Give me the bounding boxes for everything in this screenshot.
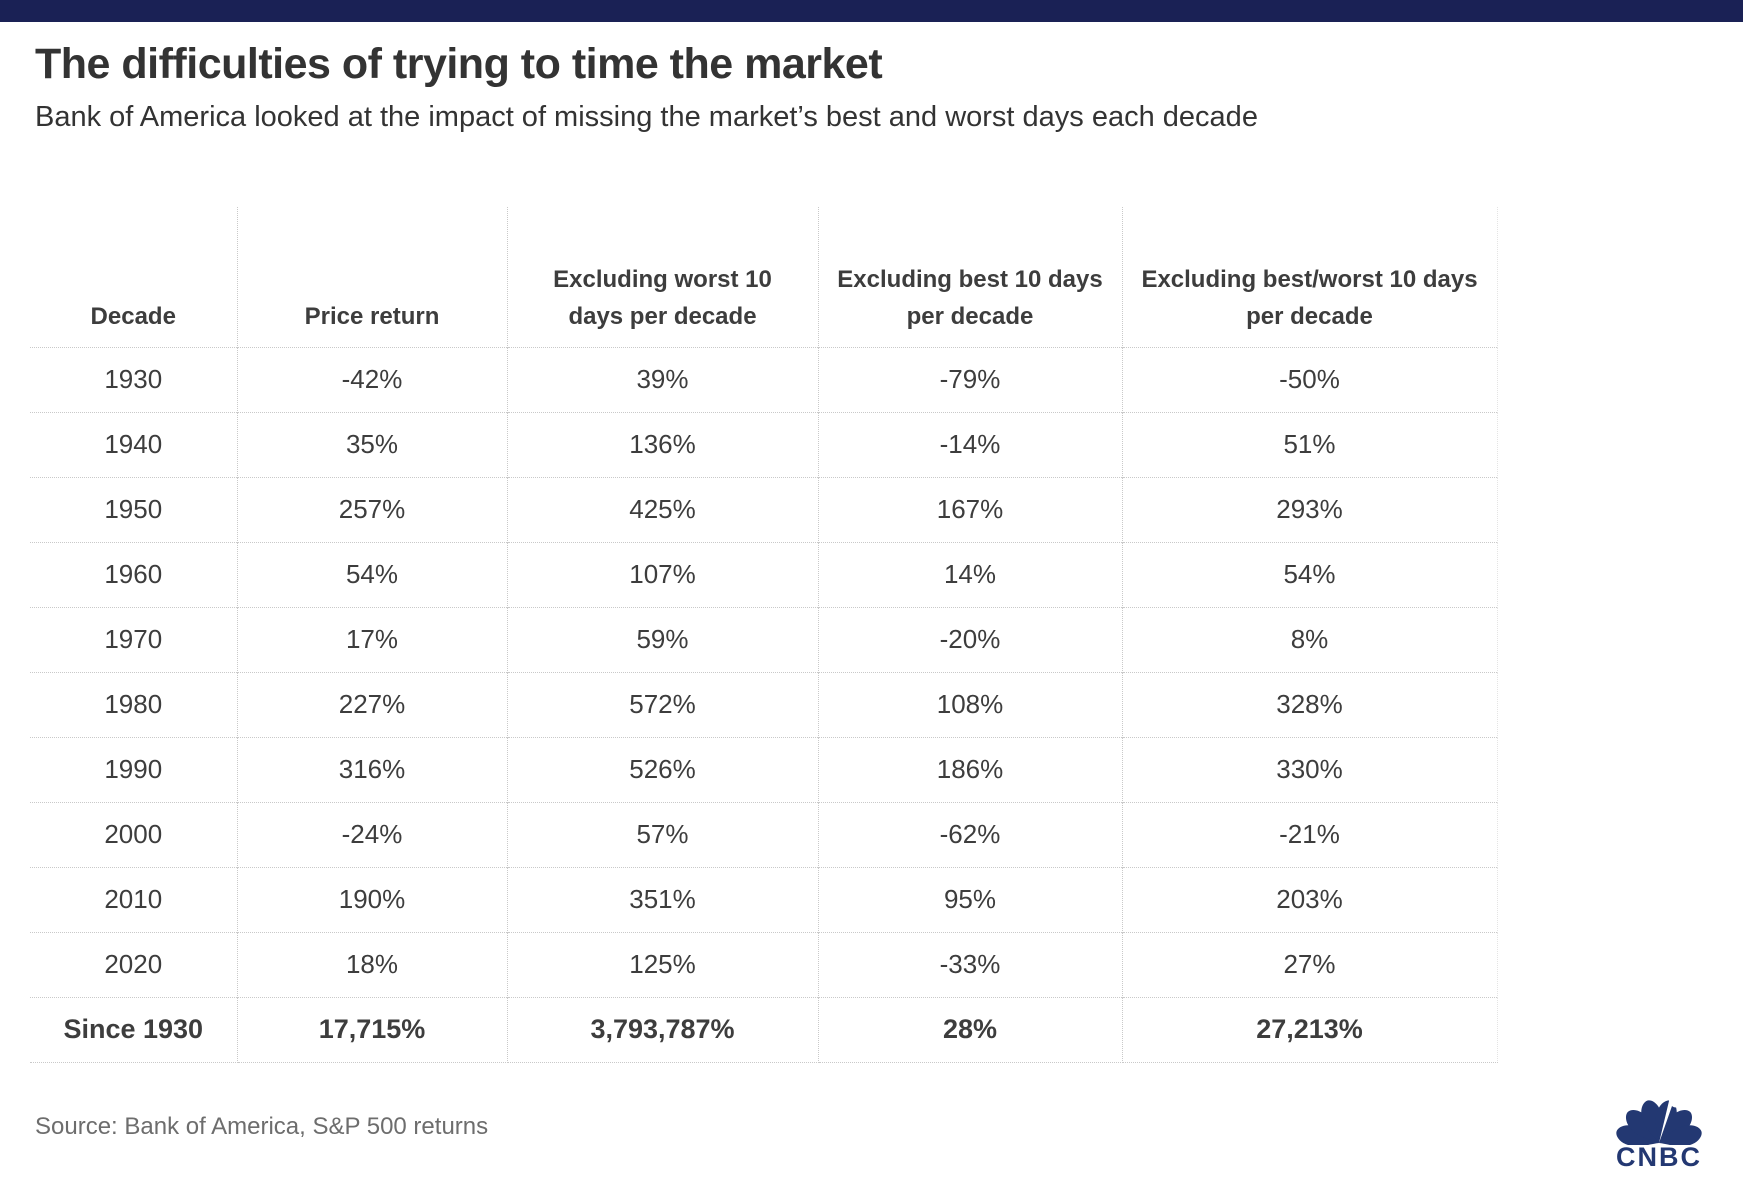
row-value: -42%	[237, 346, 508, 412]
table-row: 1970 17% 59% -20% 8%	[30, 606, 1498, 672]
row-value: -24%	[237, 801, 508, 867]
row-label: 1980	[30, 671, 238, 737]
row-value: 125%	[507, 931, 819, 997]
column-header: Excluding worst 10 days per decade	[507, 207, 819, 347]
returns-table: Decade Price return Excluding worst 10 day…	[30, 207, 1498, 1063]
row-value: 136%	[507, 411, 819, 477]
row-label: 2000	[30, 801, 238, 867]
row-label: 1930	[30, 346, 238, 412]
row-value: 39%	[507, 346, 819, 412]
row-value: 14%	[818, 541, 1123, 607]
row-value: 203%	[1122, 866, 1498, 932]
row-value: -33%	[818, 931, 1123, 997]
table-row: 1940 35% 136% -14% 51%	[30, 411, 1498, 477]
cnbc-logo: CNBC	[1601, 1081, 1717, 1173]
row-label: Since 1930	[30, 996, 238, 1063]
row-value: -20%	[818, 606, 1123, 672]
row-value: 328%	[1122, 671, 1498, 737]
page-subtitle: Bank of America looked at the impact of …	[35, 101, 1258, 133]
row-value: 108%	[818, 671, 1123, 737]
row-value: -62%	[818, 801, 1123, 867]
row-value: 107%	[507, 541, 819, 607]
row-value: 54%	[237, 541, 508, 607]
row-value: 167%	[818, 476, 1123, 542]
row-value: 227%	[237, 671, 508, 737]
row-value: 57%	[507, 801, 819, 867]
row-value: 17%	[237, 606, 508, 672]
row-value: 190%	[237, 866, 508, 932]
row-value: -14%	[818, 411, 1123, 477]
row-value: -50%	[1122, 346, 1498, 412]
table-row: 1930 -42% 39% -79% -50%	[30, 346, 1498, 412]
row-label: 2020	[30, 931, 238, 997]
column-header: Decade	[30, 207, 238, 347]
row-label: 1950	[30, 476, 238, 542]
total-row: Since 1930 17,715% 3,793,787% 28% 27,213%	[30, 996, 1498, 1063]
row-value: 35%	[237, 411, 508, 477]
row-value: 18%	[237, 931, 508, 997]
row-value: 330%	[1122, 736, 1498, 802]
top-accent-bar	[0, 0, 1743, 22]
row-value: 59%	[507, 606, 819, 672]
row-value: -21%	[1122, 801, 1498, 867]
row-value: -79%	[818, 346, 1123, 412]
row-value: 54%	[1122, 541, 1498, 607]
row-value: 95%	[818, 866, 1123, 932]
row-label: 1990	[30, 736, 238, 802]
row-value: 8%	[1122, 606, 1498, 672]
row-value: 526%	[507, 736, 819, 802]
row-label: 1970	[30, 606, 238, 672]
source-text: Source: Bank of America, S&P 500 returns	[35, 1113, 489, 1140]
row-value: 28%	[818, 996, 1123, 1063]
table-row: 1950 257% 425% 167% 293%	[30, 476, 1498, 542]
table-row: 2020 18% 125% -33% 27%	[30, 931, 1498, 997]
row-value: 27,213%	[1122, 996, 1498, 1063]
peacock-icon	[1616, 1090, 1702, 1145]
row-label: 1940	[30, 411, 238, 477]
row-value: 3,793,787%	[507, 996, 819, 1063]
row-value: 186%	[818, 736, 1123, 802]
table-body: 1930 -42% 39% -79% -50% 1940 35% 136% -14% 51% 195…	[30, 346, 1498, 1063]
column-header: Excluding best/worst 10 days per decade	[1122, 207, 1498, 347]
row-value: 572%	[507, 671, 819, 737]
row-value: 17,715%	[237, 996, 508, 1063]
table-row: 1980 227% 572% 108% 328%	[30, 671, 1498, 737]
row-value: 316%	[237, 736, 508, 802]
row-value: 257%	[237, 476, 508, 542]
table-row: 1960 54% 107% 14% 54%	[30, 541, 1498, 607]
row-value: 51%	[1122, 411, 1498, 477]
table-row: 1990 316% 526% 186% 330%	[30, 736, 1498, 802]
row-label: 1960	[30, 541, 238, 607]
column-header: Excluding best 10 days per decade	[818, 207, 1123, 347]
table-row: 2000 -24% 57% -62% -21%	[30, 801, 1498, 867]
row-value: 425%	[507, 476, 819, 542]
cnbc-wordmark: CNBC	[1616, 1142, 1702, 1172]
page-title: The difficulties of trying to time the m…	[35, 40, 883, 88]
column-header: Price return	[237, 207, 508, 347]
table-row: 2010 190% 351% 95% 203%	[30, 866, 1498, 932]
row-value: 351%	[507, 866, 819, 932]
row-value: 293%	[1122, 476, 1498, 542]
table-header-row: Decade Price return Excluding worst 10 day…	[30, 207, 1498, 347]
row-label: 2010	[30, 866, 238, 932]
row-value: 27%	[1122, 931, 1498, 997]
